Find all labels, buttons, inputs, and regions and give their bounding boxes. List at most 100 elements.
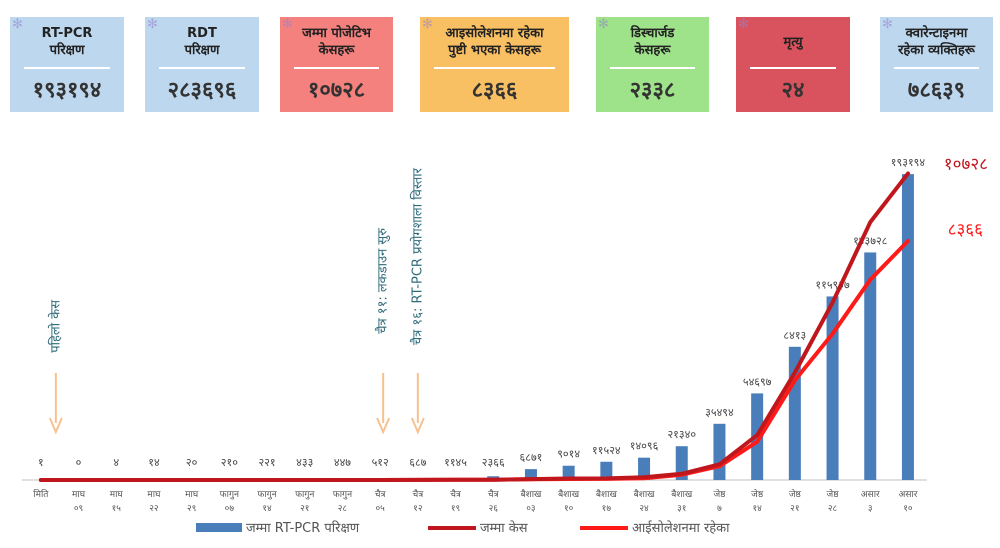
flower-icon: ✻ xyxy=(738,17,749,32)
annotation-text: पहिलो केस xyxy=(47,300,63,353)
card-divider xyxy=(434,67,555,69)
card-value: ७८६३९ xyxy=(907,78,966,103)
card-divider xyxy=(24,67,110,69)
card-label: क्वारेन्टाइनमा रहेका व्यक्तिहरू xyxy=(898,26,975,58)
card-divider xyxy=(159,67,245,69)
card-value: १०७२८ xyxy=(307,78,366,103)
bar-label: १ xyxy=(38,456,44,469)
x-tick-label: बैशाख ३१ xyxy=(671,488,693,514)
bar-label: २० xyxy=(186,456,198,469)
isolation-line xyxy=(38,239,910,482)
summary-card: ✻ मृत्यु २४ xyxy=(736,17,850,112)
bar-label: ६८७१ xyxy=(520,451,543,464)
x-tick-label: जेष्ठ २८ xyxy=(827,488,840,514)
x-tick-label: जेष्ठ १४ xyxy=(751,488,764,514)
annotation-text: चैत्र १६: RT-PCR प्रयोगशाला विस्तार xyxy=(409,167,425,345)
x-tick-label: माघ १५ xyxy=(110,490,124,514)
flower-icon: ✻ xyxy=(422,17,433,32)
bar-label: ४३३ xyxy=(296,456,313,469)
card-value: ८३६६ xyxy=(471,78,518,103)
x-tick-label: मिति xyxy=(33,488,49,500)
bar xyxy=(826,296,839,480)
bar-label: ८४१३ xyxy=(783,329,806,342)
bar-label: २२१ xyxy=(258,456,275,469)
bar-label: ५४६९७ xyxy=(743,375,772,388)
bar-label: ५१२ xyxy=(372,456,389,469)
bar-label: ४ xyxy=(113,456,119,469)
x-tick-label: चैत्र १२ xyxy=(413,488,425,514)
total-cases-end-label: १०७२८ xyxy=(944,154,988,174)
summary-card: ✻ RDT परिक्षण २८३६९६ xyxy=(145,17,259,112)
bar-label: १४०९६ xyxy=(630,440,659,453)
bar xyxy=(864,252,877,480)
x-tick-label: माघ ०९ xyxy=(72,490,86,514)
card-divider xyxy=(750,67,836,69)
flower-icon: ✻ xyxy=(12,17,23,32)
card-value: २८३६९६ xyxy=(167,78,237,103)
card-value: १९३१९४ xyxy=(32,78,102,103)
x-tick-label: माघ २२ xyxy=(147,490,161,514)
legend-swatch-tests xyxy=(196,523,242,532)
bar-label: ११४५ xyxy=(444,456,467,469)
x-tick-label: जेष्ठ २१ xyxy=(789,488,802,514)
x-tick-label: फागुन २८ xyxy=(333,490,353,514)
card-label: आइसोलेशनमा रहेका पुष्टी भएका केसहरू xyxy=(445,26,544,58)
bar-label: १४ xyxy=(148,456,160,469)
card-label: मृत्यु xyxy=(783,34,803,50)
bar xyxy=(638,457,651,480)
legend-label-isolation: आईसोलेशनमा रहेका xyxy=(632,520,730,536)
x-tick-label: माघ २९ xyxy=(185,490,199,514)
bar-label: २३६६ xyxy=(482,456,505,469)
x-tick-label: चैत्र ०५ xyxy=(375,488,387,514)
summary-card: ✻ क्वारेन्टाइनमा रहेका व्यक्तिहरू ७८६३९ xyxy=(880,17,993,112)
annotation-text: चैत्र ११: लकडाउन सुरु xyxy=(375,228,391,334)
flower-icon: ✻ xyxy=(282,17,293,32)
legend-label-total-cases: जम्मा केस xyxy=(480,520,528,536)
bar-label: ४४७ xyxy=(334,456,351,469)
legend-label-tests: जम्मा RT-PCR परिक्षण xyxy=(246,520,360,536)
card-divider xyxy=(894,67,979,69)
bar-label: २१३४० xyxy=(667,428,696,441)
card-label: RDT परिक्षण xyxy=(184,26,220,58)
total-cases-line xyxy=(38,171,910,482)
bar-label: ३५४९४ xyxy=(705,406,734,419)
isolation-end-label: ८३६६ xyxy=(948,220,984,240)
x-tick-label: असार १० xyxy=(898,490,917,514)
x-tick-label: फागुन ०७ xyxy=(220,490,240,514)
arrow-down-icon xyxy=(410,417,425,435)
x-tick-label: फागुन २१ xyxy=(295,490,315,514)
summary-card: ✻ RT-PCR परिक्षण १९३१९४ xyxy=(10,17,124,112)
x-tick-label: जेष्ठ ७ xyxy=(713,488,726,514)
x-tick-label: बैशाख ०३ xyxy=(520,488,542,514)
arrow-down-icon xyxy=(376,417,391,435)
bar xyxy=(600,461,613,480)
bar xyxy=(524,469,537,480)
summary-card: ✻ आइसोलेशनमा रहेका पुष्टी भएका केसहरू ८३६६ xyxy=(420,17,569,112)
bar xyxy=(713,423,726,480)
card-divider xyxy=(610,67,695,69)
summary-card: ✻ डिस्चार्जड केसहरू २३३८ xyxy=(596,17,709,112)
bar-label: २१० xyxy=(221,456,238,469)
card-label: RT-PCR परिक्षण xyxy=(41,26,93,58)
flower-icon: ✻ xyxy=(598,17,609,32)
card-value: २४ xyxy=(781,78,805,103)
bar xyxy=(562,465,575,480)
bar-label: ९०१४ xyxy=(557,448,580,461)
x-tick-label: चैत्र २६ xyxy=(488,488,500,514)
x-tick-label: बैशाख १० xyxy=(558,488,580,514)
x-tick-label: चैत्र १९ xyxy=(450,488,462,514)
x-tick-label: बैशाख १७ xyxy=(596,488,618,514)
bar-label: ६८७ xyxy=(409,456,426,469)
card-label: डिस्चार्जड केसहरू xyxy=(630,26,675,58)
card-label: जम्मा पोजेटिभ केसहरू xyxy=(302,26,371,58)
flower-icon: ✻ xyxy=(147,17,158,32)
arrow-down-icon xyxy=(48,417,63,435)
x-tick-label: फागुन १४ xyxy=(257,490,277,514)
summary-card: ✻ जम्मा पोजेटिभ केसहरू १०७२८ xyxy=(280,17,393,112)
card-divider xyxy=(294,67,379,69)
card-value: २३३८ xyxy=(629,78,676,103)
flower-icon: ✻ xyxy=(882,17,893,32)
x-tick-label: बैशाख २४ xyxy=(634,488,656,514)
x-tick-label: असार ३ xyxy=(861,490,880,514)
